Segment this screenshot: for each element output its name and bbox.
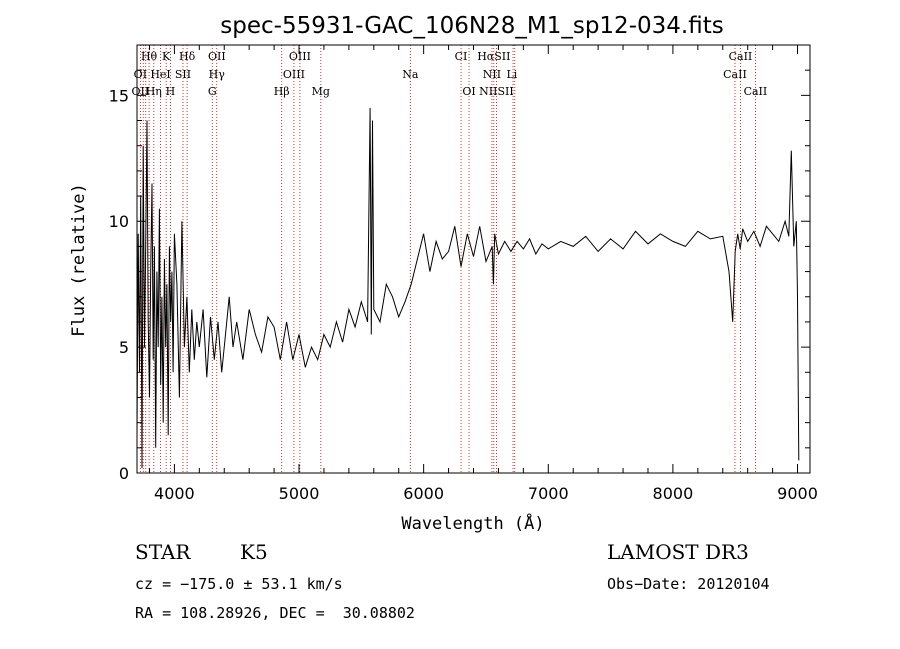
line-marker-label: SII — [175, 68, 191, 81]
object-subclass: K5 — [240, 540, 268, 564]
line-marker-label: Na — [402, 68, 419, 81]
x-tick-label: 8000 — [653, 484, 694, 503]
x-tick-label: 5000 — [279, 484, 320, 503]
line-marker-labels: Hθ K Hδ OII OIII CI HαSII CaII OI HeI SII Hγ OIII Na N… — [132, 50, 768, 98]
y-tick-label: 10 — [109, 212, 129, 231]
line-marker-label: OII — [132, 85, 150, 98]
line-marker-label: CaII — [723, 68, 747, 81]
line-marker-label: Hγ — [209, 68, 226, 81]
y-tick-label: 0 — [119, 464, 129, 483]
x-tick-label: 9000 — [777, 484, 818, 503]
line-marker-label: H — [166, 85, 176, 98]
line-marker-label: Li — [506, 68, 517, 81]
chart-title: spec-55931-GAC_106N28_M1_sp12-034.fits — [220, 13, 723, 39]
line-marker-label: CI — [455, 50, 468, 63]
y-tick-label: 5 — [119, 338, 129, 357]
line-marker-label: K — [162, 50, 171, 63]
x-tick-label: 7000 — [528, 484, 569, 503]
line-marker-label: OII — [208, 50, 226, 63]
observation-date: Obs−Date: 20120104 — [607, 575, 770, 593]
redshift-velocity: cz = −175.0 ± 53.1 km/s — [135, 575, 343, 593]
line-marker-label: OIII — [289, 50, 311, 63]
flux-series-line — [136, 107, 800, 469]
line-marker-label: Hδ — [179, 50, 196, 63]
line-marker-label: G — [208, 85, 217, 98]
line-marker-label: Hθ — [141, 50, 158, 63]
x-tick-label: 6000 — [403, 484, 444, 503]
line-marker-label: OIII — [283, 68, 305, 81]
x-axis-ticks: 4000 5000 6000 7000 8000 9000 — [148, 45, 818, 503]
emission-line-markers — [139, 45, 756, 473]
line-marker-label: CaII — [729, 50, 753, 63]
x-axis-label: Wavelength (Å) — [401, 512, 544, 534]
survey-name: LAMOST DR3 — [607, 540, 749, 564]
line-marker-label: OI — [462, 85, 475, 98]
plot-frame — [136, 44, 811, 474]
line-marker-label: HeI — [150, 68, 170, 81]
line-marker-label: Hβ — [274, 85, 290, 98]
object-class: STAR — [135, 540, 191, 564]
line-marker-label: NII — [483, 68, 501, 81]
x-tick-label: 4000 — [154, 484, 195, 503]
ra-dec-coordinates: RA = 108.28926, DEC = 30.08802 — [135, 604, 415, 622]
y-tick-label: 15 — [109, 86, 129, 105]
line-marker-label: NIISII — [479, 85, 514, 98]
line-marker-label: HαSII — [477, 50, 510, 63]
line-marker-label: CaII — [744, 85, 768, 98]
y-axis-label: Flux (relative) — [69, 183, 89, 337]
line-marker-label: Hη — [146, 85, 162, 98]
line-marker-label: Mg — [312, 85, 330, 98]
y-axis-ticks: 0 5 10 15 — [109, 44, 810, 483]
